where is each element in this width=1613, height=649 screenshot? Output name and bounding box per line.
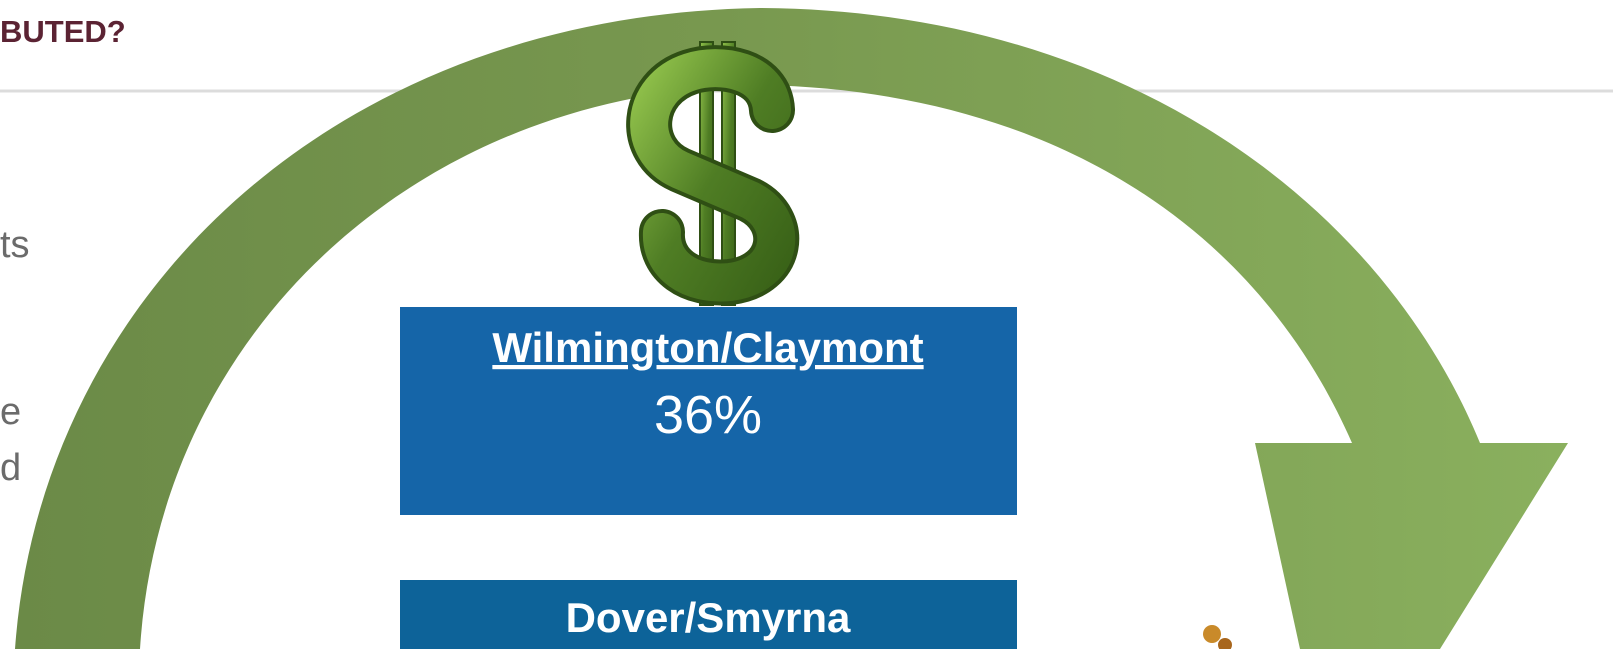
- slide: BUTED? ts e d Wilmington/Claymont 36% Do…: [0, 0, 1613, 649]
- slide-title: BUTED?: [0, 14, 126, 49]
- body-text: e: [0, 391, 21, 433]
- page: BUTED? ts e d Wilmington/Claymont 36% Do…: [0, 0, 1613, 649]
- dollar-icon: [649, 42, 776, 305]
- region-share: 36%: [654, 385, 762, 445]
- decorative-icon: [1203, 625, 1232, 649]
- body-text: d: [0, 447, 21, 489]
- region-name: Wilmington/Claymont: [492, 324, 923, 371]
- body-text: ts: [0, 224, 30, 266]
- region-name: Dover/Smyrna: [566, 594, 851, 641]
